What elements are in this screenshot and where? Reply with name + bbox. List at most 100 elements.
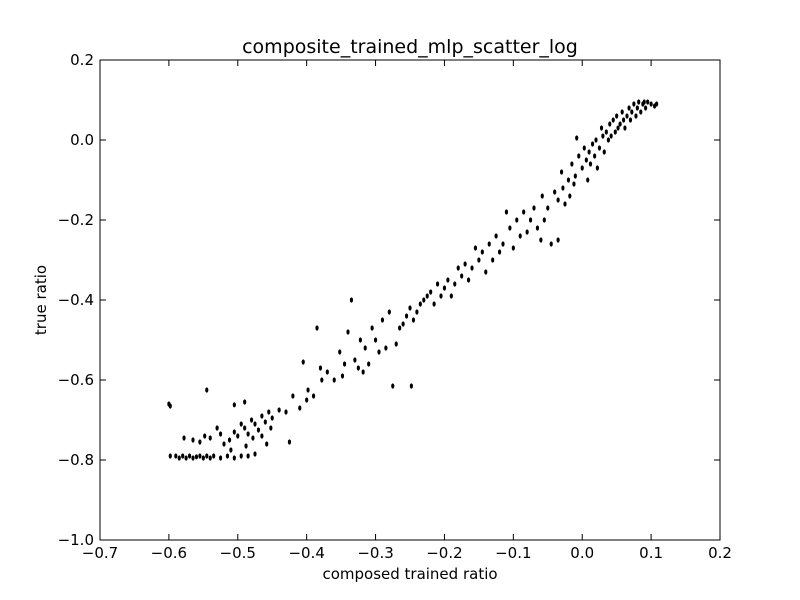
y-tick-label: 0.2 [70, 51, 94, 69]
x-tick-label: −0.3 [357, 544, 393, 562]
data-point [528, 217, 533, 223]
data-point [205, 453, 209, 459]
data-point [422, 297, 426, 303]
data-point [263, 419, 267, 425]
data-point [602, 149, 606, 155]
data-point [243, 425, 247, 431]
data-point [561, 185, 565, 191]
data-point [573, 173, 577, 179]
data-point [260, 433, 264, 439]
data-point [342, 361, 347, 367]
data-point [401, 321, 405, 327]
data-point [480, 249, 484, 255]
data-point [655, 101, 659, 107]
data-point [577, 153, 581, 159]
data-point [218, 455, 223, 461]
data-point [168, 453, 172, 459]
data-point [418, 301, 422, 307]
data-point [491, 257, 495, 263]
data-point [232, 455, 236, 461]
data-point [511, 245, 515, 251]
data-point [298, 405, 302, 411]
data-point [432, 301, 436, 307]
data-point [246, 453, 250, 459]
data-point [404, 313, 409, 319]
data-point [628, 117, 633, 123]
data-point [518, 233, 522, 239]
data-point [305, 397, 309, 403]
data-point [460, 273, 464, 279]
data-point [227, 437, 232, 443]
data-point [358, 337, 362, 343]
x-tick-label: 0.2 [708, 544, 732, 562]
data-point [586, 177, 590, 183]
data-point [249, 417, 254, 423]
data-point [349, 297, 354, 303]
data-point [599, 125, 604, 131]
data-point [620, 109, 624, 115]
y-tick-label: −0.8 [58, 451, 94, 469]
data-point [559, 169, 564, 175]
data-point [621, 117, 626, 123]
data-point [425, 293, 429, 299]
data-point [411, 317, 416, 323]
data-point [256, 427, 261, 433]
data-point [415, 309, 419, 315]
data-point [244, 443, 248, 449]
data-point [556, 197, 560, 203]
data-point [408, 305, 412, 311]
data-point [203, 433, 207, 439]
data-point [632, 101, 636, 107]
data-point [608, 121, 612, 127]
data-point [477, 257, 481, 263]
data-point [182, 435, 186, 441]
data-point [572, 181, 576, 187]
data-point [353, 357, 357, 363]
y-tick-label: −0.2 [58, 211, 94, 229]
data-point [205, 387, 209, 393]
data-point [215, 425, 219, 431]
data-point [311, 393, 316, 399]
data-point [439, 293, 443, 299]
data-point [549, 241, 553, 247]
data-point [646, 99, 650, 105]
data-point [184, 455, 188, 461]
data-point [588, 161, 593, 167]
x-tick-label: −0.7 [82, 544, 118, 562]
data-point [269, 425, 273, 431]
data-point [504, 209, 509, 215]
data-point [367, 361, 371, 367]
data-point [525, 229, 529, 235]
data-point [515, 217, 519, 223]
data-point [594, 137, 598, 143]
data-point [634, 113, 638, 119]
data-point [535, 225, 540, 231]
data-point [613, 129, 617, 135]
data-point [253, 451, 257, 457]
data-point [456, 265, 460, 271]
data-point [563, 201, 567, 207]
data-point [315, 325, 319, 331]
data-point [174, 453, 178, 459]
x-tick-label: −0.5 [220, 544, 256, 562]
x-axis-label: composed trained ratio [322, 565, 497, 583]
x-tick-label: −0.1 [495, 544, 531, 562]
data-point [568, 193, 572, 199]
data-point [597, 145, 602, 151]
data-point [540, 193, 544, 199]
data-point [487, 241, 491, 247]
data-point [627, 105, 631, 111]
data-point [267, 409, 271, 415]
axis-ticks: −0.7 −0.6 −0.5 −0.4 −0.3 −0.2 −0.1 0.0 0.1 0.2 −1.… [58, 51, 732, 562]
data-point [284, 409, 288, 415]
data-point [232, 402, 236, 408]
data-point [584, 157, 588, 163]
data-point [553, 189, 557, 195]
data-point [611, 117, 615, 123]
data-point [187, 453, 192, 459]
data-point [609, 133, 613, 139]
data-point [239, 453, 243, 459]
data-point [453, 281, 457, 287]
data-point [449, 293, 453, 299]
